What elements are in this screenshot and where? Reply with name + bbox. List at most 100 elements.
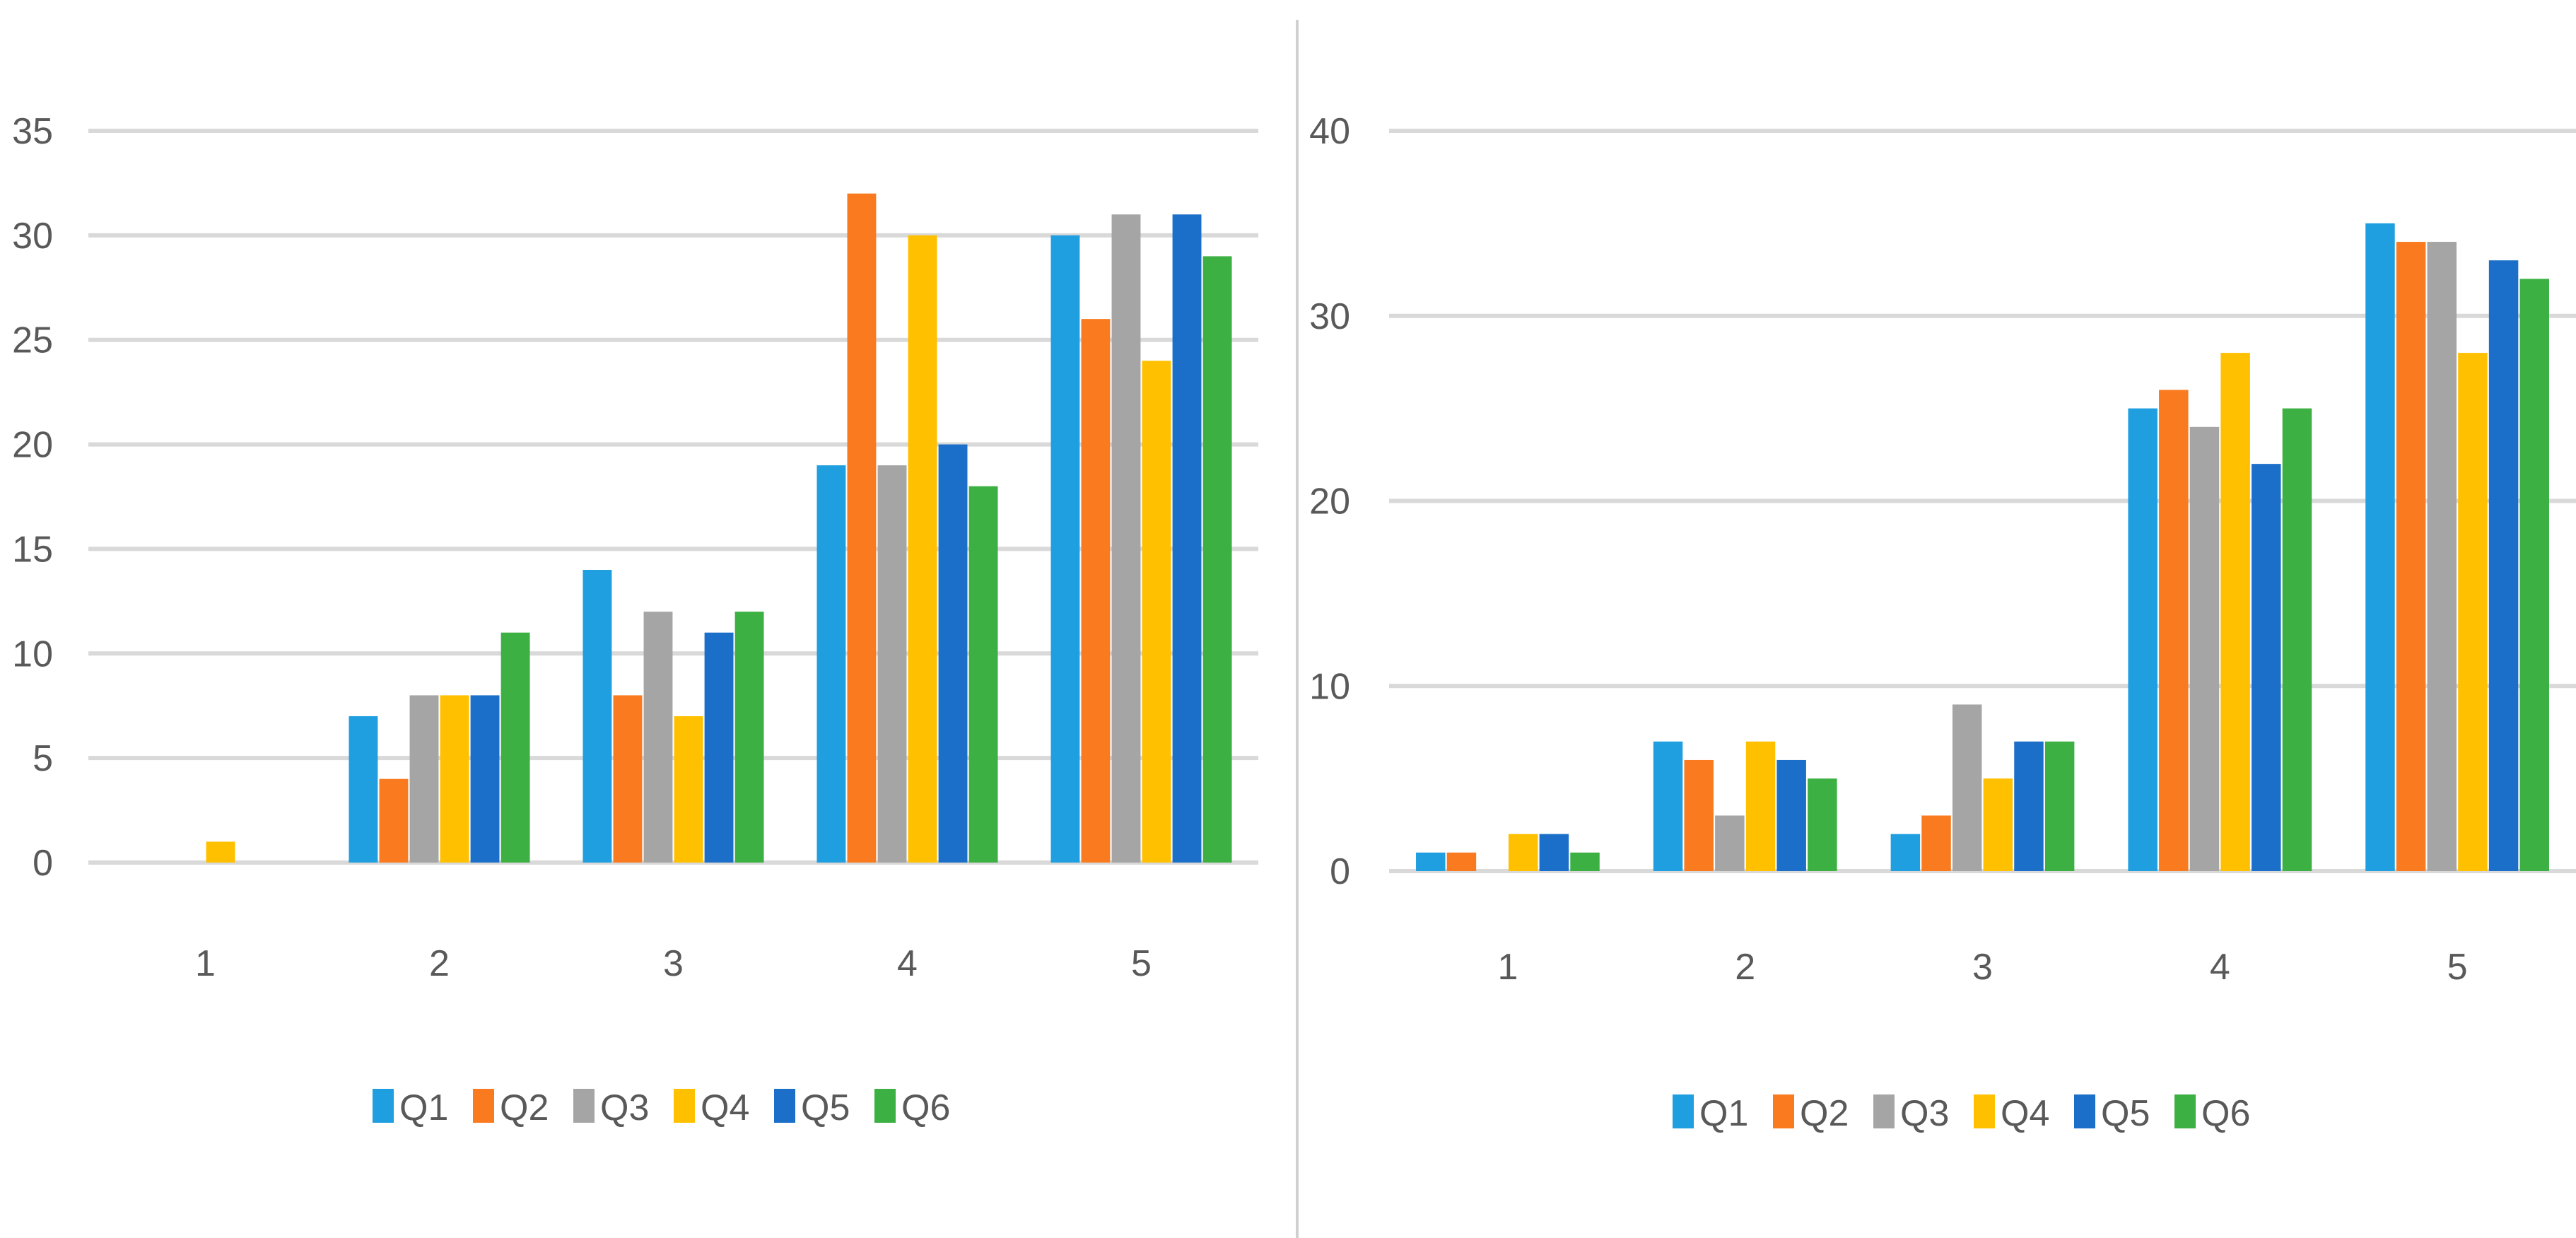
- legend-swatch-q6: [2174, 1094, 2196, 1128]
- x-category-label: 3: [663, 943, 684, 984]
- bar-q5-cat-2: [470, 695, 500, 863]
- legend-label-q4: Q4: [2001, 1093, 2049, 1134]
- bar-q2-cat-4: [847, 193, 877, 863]
- legend-label-q3: Q3: [1900, 1093, 1949, 1134]
- bar-q4-cat-3: [1983, 778, 2013, 871]
- bar-q6-cat-3: [734, 612, 764, 863]
- y-tick-label: 20: [12, 425, 53, 466]
- x-category-label: 4: [897, 943, 918, 984]
- bar-q1-cat-3: [1890, 834, 1921, 871]
- bar-q2-cat-1: [1446, 852, 1477, 871]
- bar-q5-cat-5: [1172, 214, 1202, 863]
- legend-swatch-q6: [874, 1089, 896, 1123]
- legend-label-q1: Q1: [1699, 1093, 1748, 1134]
- bar-q1-cat-1: [1416, 852, 1446, 871]
- y-tick-label: 40: [1309, 111, 1350, 152]
- bar-q2-cat-3: [613, 695, 643, 863]
- legend-swatch-q5: [774, 1089, 795, 1123]
- bar-q5-cat-4: [938, 444, 968, 863]
- legend-swatch-q5: [2074, 1094, 2095, 1128]
- x-category-label: 4: [2210, 947, 2230, 988]
- bar-q4-cat-4: [2220, 353, 2250, 872]
- bar-q3-cat-5: [1111, 214, 1141, 863]
- y-tick-label: 20: [1309, 481, 1350, 522]
- y-tick-label: 30: [12, 216, 53, 257]
- bar-q6-cat-2: [1808, 778, 1837, 871]
- bar-q3-cat-5: [2427, 242, 2457, 871]
- bar-q3-cat-2: [1715, 815, 1745, 871]
- bar-q3-cat-3: [1952, 704, 1982, 871]
- legend-label-q5: Q5: [2101, 1093, 2150, 1134]
- bar-q3-cat-3: [643, 612, 673, 863]
- legend-swatch-q4: [1974, 1094, 1995, 1128]
- bar-q6-cat-5: [2519, 279, 2549, 871]
- x-category-label: 2: [429, 943, 450, 984]
- bar-q4-cat-2: [1745, 741, 1776, 871]
- legend-label-q4: Q4: [701, 1087, 749, 1128]
- bar-q5-cat-3: [704, 632, 734, 863]
- bar-q4-cat-5: [1142, 361, 1171, 863]
- bar-q6-cat-4: [968, 486, 998, 863]
- legend-label-q5: Q5: [801, 1087, 850, 1128]
- bar-q4-cat-1: [206, 841, 235, 863]
- bar-q6-cat-2: [500, 632, 530, 863]
- x-category-label: 2: [1735, 947, 1755, 988]
- bar-q5-cat-3: [2014, 741, 2044, 871]
- y-tick-label: 15: [12, 529, 53, 570]
- y-tick-label: 5: [33, 738, 53, 779]
- bar-q4-cat-1: [1508, 834, 1538, 871]
- legend-swatch-q3: [1873, 1094, 1895, 1128]
- legend-swatch-q4: [674, 1089, 695, 1123]
- bar-q2-cat-2: [379, 778, 409, 863]
- bar-q4-cat-4: [908, 235, 937, 863]
- bar-q6-cat-3: [2044, 741, 2075, 871]
- legend-swatch-q2: [473, 1089, 494, 1123]
- bar-q2-cat-2: [1684, 759, 1714, 871]
- legend-label-q3: Q3: [600, 1087, 649, 1128]
- bar-q5-cat-2: [1776, 759, 1806, 871]
- bar-q1-cat-5: [1050, 235, 1080, 863]
- x-category-label: 5: [2447, 947, 2468, 988]
- x-category-label: 5: [1131, 943, 1152, 984]
- legend-label-q1: Q1: [399, 1087, 448, 1128]
- x-category-label: 3: [1972, 947, 1993, 988]
- legend-swatch-q2: [1773, 1094, 1794, 1128]
- bar-q6-cat-1: [1570, 852, 1600, 871]
- bar-q2-cat-5: [1081, 319, 1111, 863]
- x-category-label: 1: [195, 943, 216, 984]
- legend-swatch-q1: [373, 1089, 394, 1123]
- legend-swatch-q3: [573, 1089, 595, 1123]
- y-tick-label: 0: [1330, 851, 1350, 892]
- bar-q5-cat-5: [2488, 260, 2519, 872]
- bar-q5-cat-1: [1539, 834, 1569, 871]
- y-tick-label: 10: [1309, 666, 1350, 707]
- bar-q1-cat-5: [2365, 223, 2395, 871]
- bar-q6-cat-4: [2282, 408, 2312, 871]
- bar-q4-cat-2: [440, 695, 469, 863]
- bar-q1-cat-4: [816, 465, 846, 863]
- bar-q2-cat-4: [2159, 390, 2189, 871]
- bar-q4-cat-3: [674, 716, 703, 863]
- bar-q4-cat-5: [2458, 353, 2488, 872]
- bar-q3-cat-2: [409, 695, 439, 863]
- bar-q3-cat-4: [877, 465, 907, 863]
- bar-q1-cat-3: [582, 570, 612, 863]
- legend-label-q6: Q6: [2201, 1093, 2250, 1134]
- y-tick-label: 0: [33, 843, 53, 884]
- legend-label-q2: Q2: [500, 1087, 549, 1128]
- legend-label-q2: Q2: [1800, 1093, 1849, 1134]
- bar-q3-cat-4: [2189, 426, 2220, 871]
- left-bar-chart: 0 5 10 15 20 25 30 35 1 2 3 4 5 Q1 Q2 Q3 Q4 Q5 Q6: [12, 111, 1258, 1128]
- bar-q2-cat-3: [1921, 815, 1951, 871]
- y-tick-label: 10: [12, 633, 53, 675]
- x-category-label: 1: [1497, 947, 1518, 988]
- bar-q2-cat-5: [2396, 242, 2426, 871]
- y-tick-label: 30: [1309, 296, 1350, 337]
- legend-label-q6: Q6: [901, 1087, 950, 1128]
- y-tick-label: 35: [12, 111, 53, 152]
- y-tick-label: 25: [12, 320, 53, 361]
- legend-swatch-q1: [1673, 1094, 1694, 1128]
- bar-q5-cat-4: [2252, 464, 2281, 871]
- bar-q6-cat-5: [1202, 256, 1232, 863]
